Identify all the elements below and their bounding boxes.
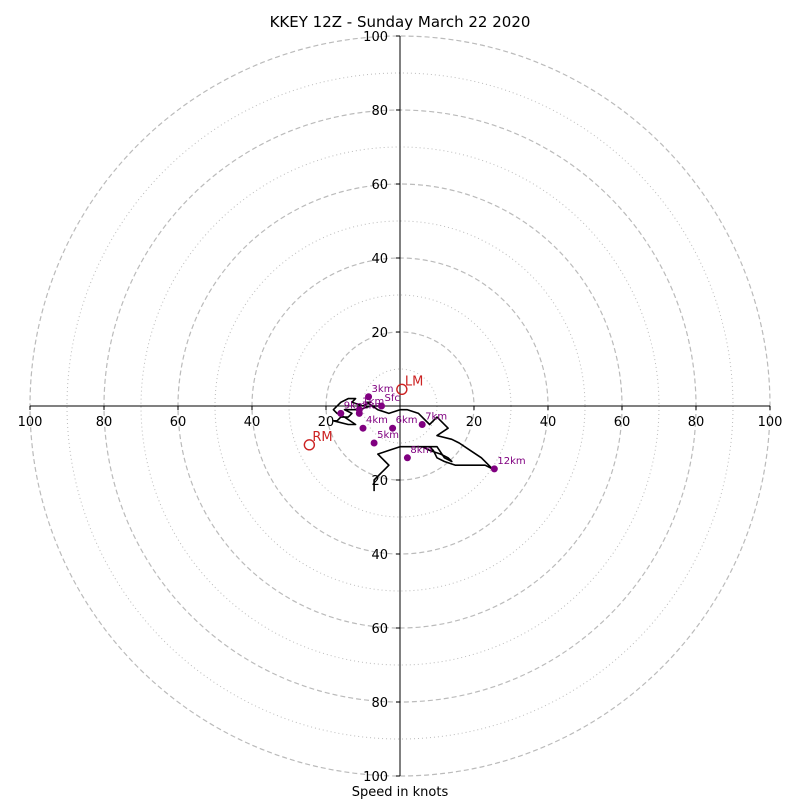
y-tick-label: 40 — [371, 548, 388, 563]
height-marker-5km: 5km — [370, 430, 399, 447]
height-marker-dot — [355, 409, 363, 417]
storm-motion-label: RM — [312, 430, 332, 445]
height-marker-dot — [418, 421, 426, 428]
height-marker-12km: 12km — [490, 456, 526, 473]
height-marker-dot — [403, 454, 411, 462]
y-tick-label: 20 — [371, 326, 388, 341]
storm-motion: LM RM — [303, 374, 423, 451]
storm-motion-rm: RM — [303, 430, 333, 451]
height-marker-3km: 3km — [365, 384, 393, 401]
y-tick-label: 100 — [363, 30, 388, 45]
axes — [30, 36, 770, 776]
height-marker-label: 1km — [362, 397, 384, 408]
height-marker-dot — [490, 465, 498, 473]
x-tick-label: 80 — [688, 415, 705, 430]
y-tick-label: 60 — [371, 622, 388, 637]
height-marker-dot — [370, 439, 378, 447]
height-marker-sfc: Sfc — [378, 393, 400, 410]
height-marker-label: Sfc — [385, 393, 400, 404]
x-tick-label: 20 — [466, 415, 483, 430]
x-tick-label: 40 — [244, 415, 261, 430]
storm-motion-lm: LM — [396, 374, 423, 396]
height-marker-label: 7km — [425, 412, 447, 423]
height-marker-dot — [365, 393, 373, 401]
y-tick-label: 80 — [371, 696, 388, 711]
height-marker-label: 5km — [377, 430, 399, 441]
height-marker-dot — [359, 424, 367, 432]
x-tick-label: 60 — [614, 415, 631, 430]
x-tick-label: 80 — [96, 415, 113, 430]
height-marker-6km: 6km — [389, 415, 418, 432]
x-axis-label: Speed in knots — [352, 785, 449, 800]
height-marker-2km: 2km — [355, 400, 384, 417]
height-marker-label: 4km — [366, 415, 388, 426]
x-tick-label: 100 — [758, 415, 783, 430]
height-marker-label: 12km — [497, 456, 525, 467]
height-marker-4km: 4km — [359, 415, 388, 432]
storm-motion-marker — [396, 383, 408, 396]
y-tick-label: 60 — [371, 178, 388, 193]
height-marker-dot — [389, 424, 397, 432]
wind-profile — [332, 397, 494, 492]
height-marker-8km: 8km — [403, 445, 432, 462]
height-marker-dot — [337, 409, 345, 417]
y-tick-label: 40 — [371, 252, 388, 267]
height-marker-label: 9km — [344, 400, 366, 411]
height-marker-label: 3km — [372, 384, 394, 395]
x-tick-label: 40 — [540, 415, 557, 430]
height-marker-label: 8km — [410, 445, 432, 456]
y-tick-label: 80 — [371, 104, 388, 119]
storm-motion-label: LM — [405, 374, 423, 389]
height-marker-7km: 7km — [418, 412, 447, 428]
x-tick-label: 20 — [318, 415, 335, 430]
height-marker-label: 2km — [362, 400, 384, 411]
chart-title: KKEY 12Z - Sunday March 22 2020 — [270, 13, 531, 31]
height-marker-label: 6km — [396, 415, 418, 426]
storm-motion-marker — [303, 439, 316, 451]
profile-line — [332, 397, 494, 492]
height-marker-dot — [378, 402, 385, 410]
height-marker-9km: 9km — [337, 400, 366, 417]
x-tick-label: 60 — [170, 415, 187, 430]
y-tick-label: 100 — [363, 770, 388, 785]
tick-labels: 100 80 60 40 20 20 40 60 80 100100806040202040608… — [18, 30, 783, 785]
x-tick-label: 100 — [18, 415, 43, 430]
